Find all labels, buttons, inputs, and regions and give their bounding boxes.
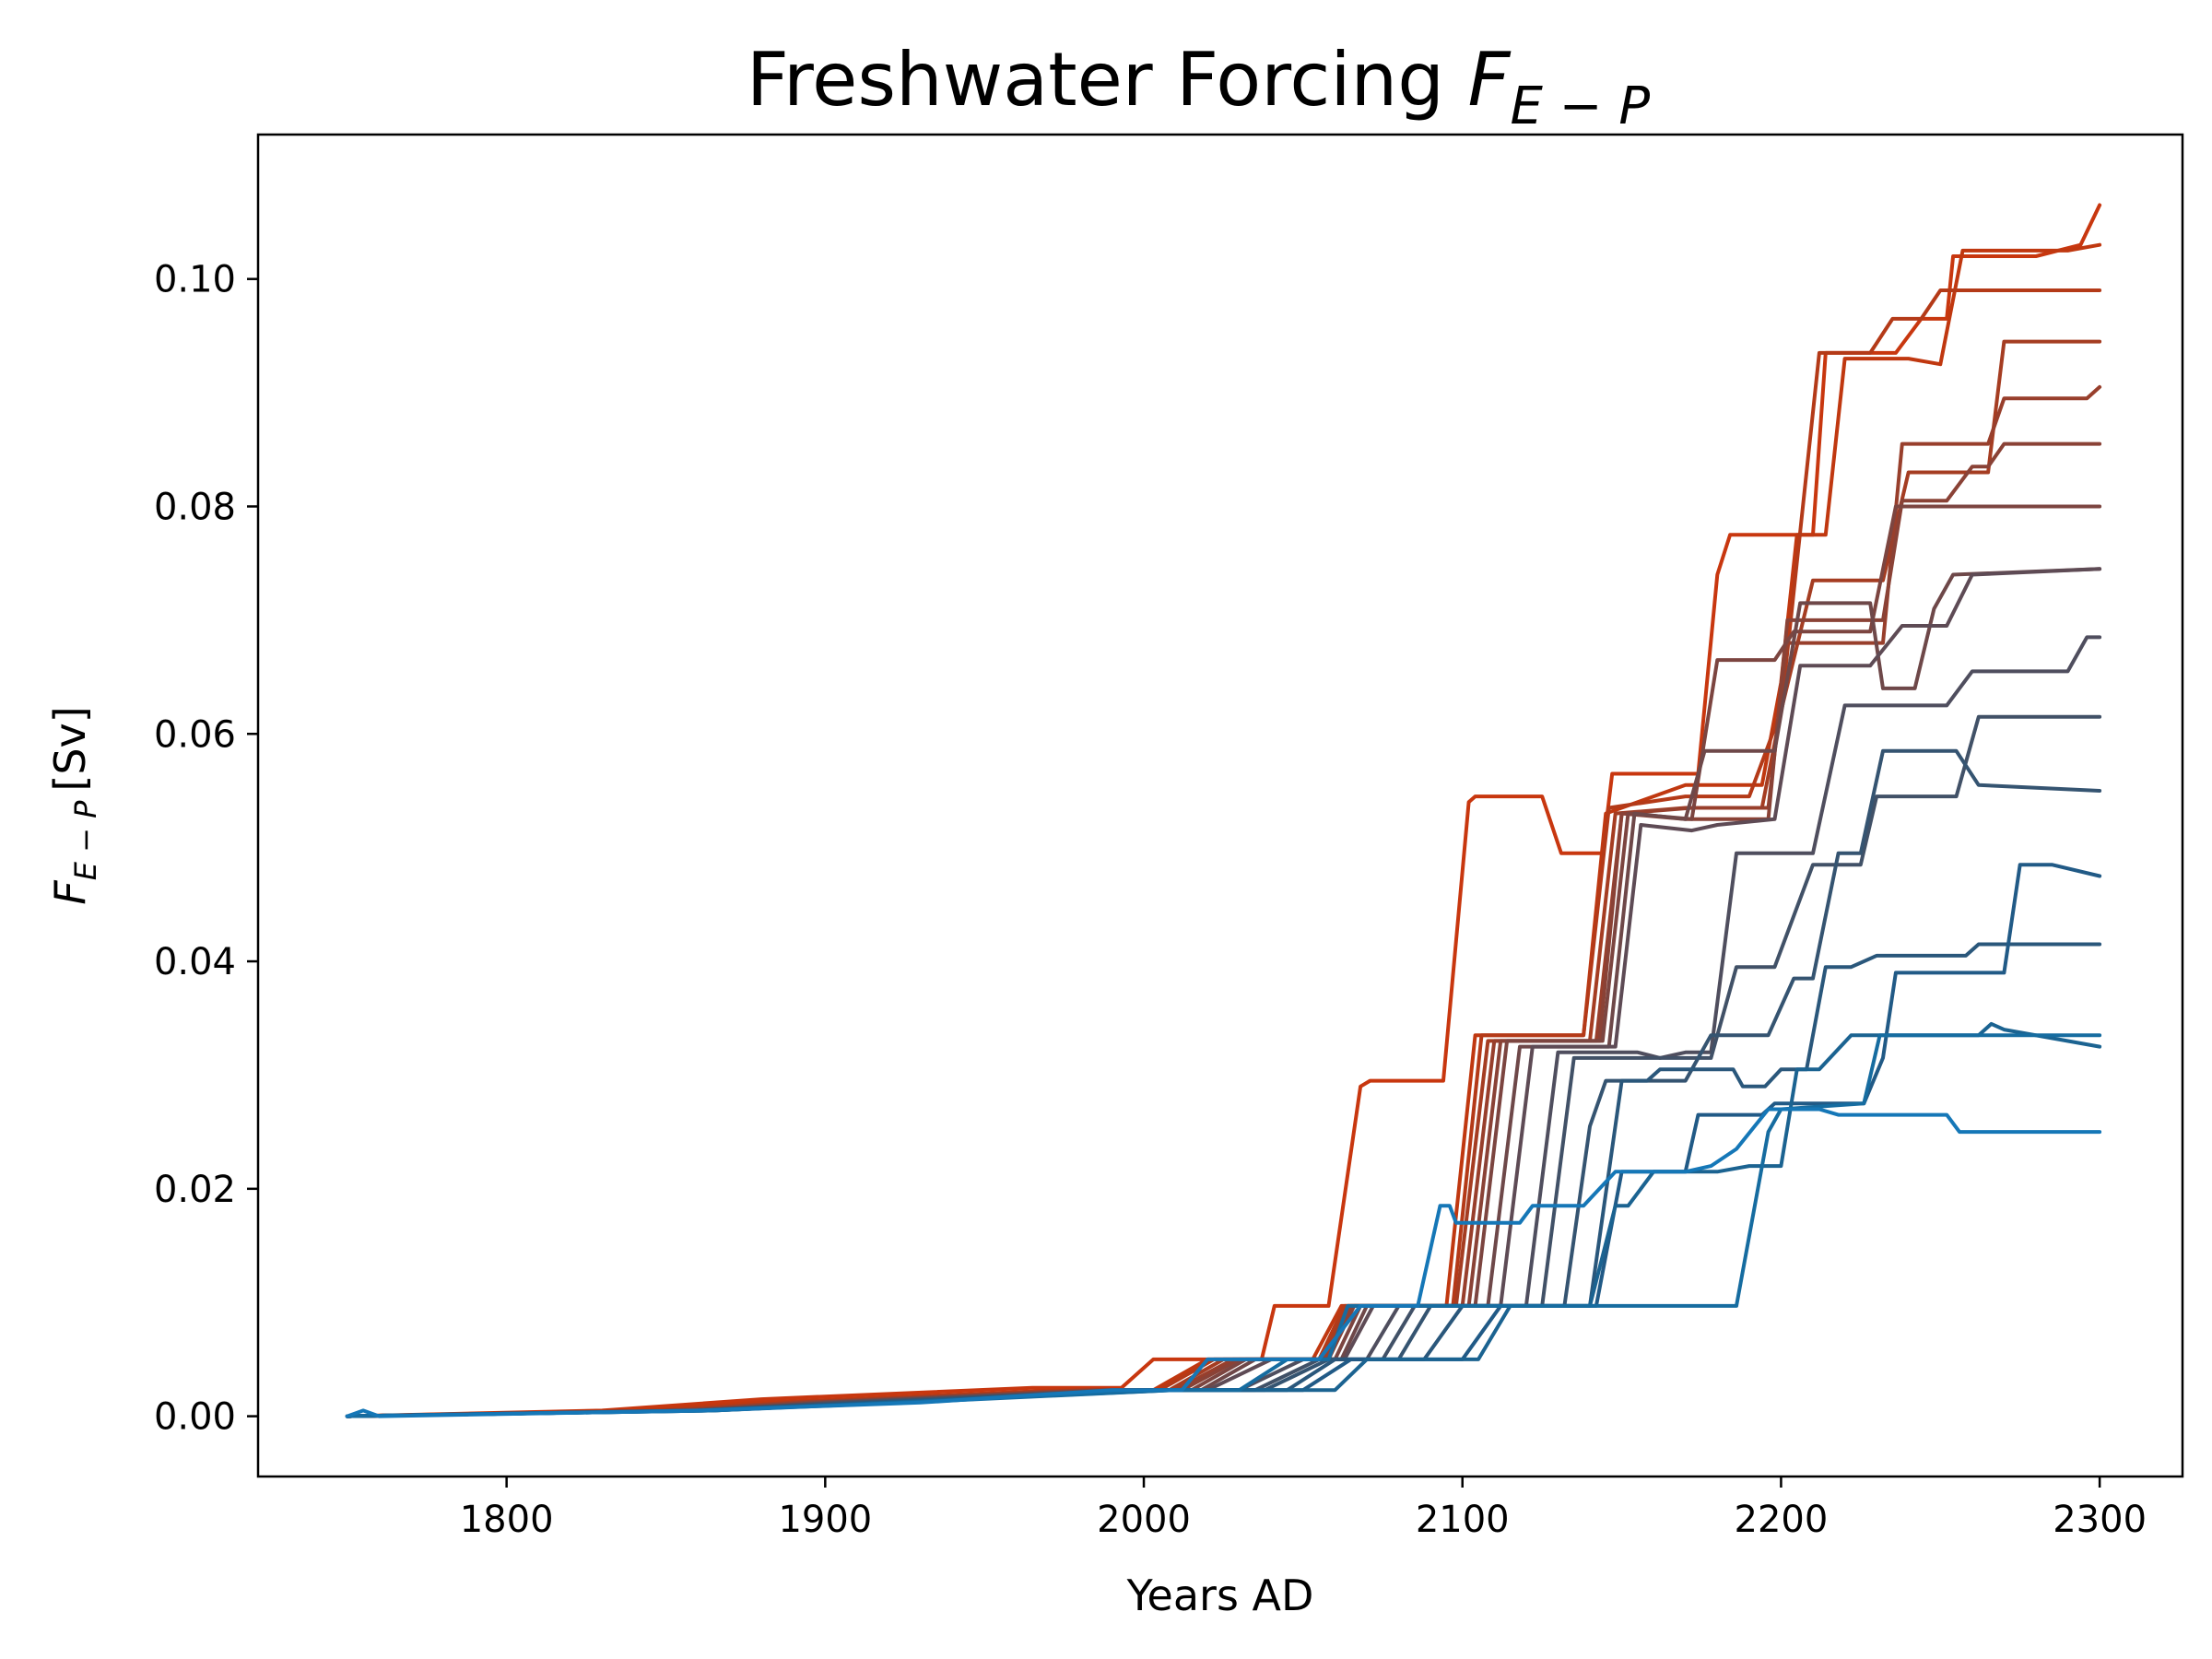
x-tick-label: 2300 bbox=[2053, 1499, 2147, 1541]
series-line-1 bbox=[345, 203, 2102, 1418]
axes-frame bbox=[256, 133, 2184, 1478]
y-axis-label-unit: [Sv] bbox=[45, 706, 95, 791]
y-tick-label: 0.04 bbox=[154, 941, 236, 983]
y-axis-label: FE − P [Sv] bbox=[45, 706, 103, 904]
x-axis-label: Years AD bbox=[1126, 1571, 1314, 1620]
y-tick-label: 0.06 bbox=[154, 713, 236, 756]
plot-area bbox=[345, 203, 2102, 1418]
x-tick-label: 2200 bbox=[1735, 1499, 1829, 1541]
chart-title: Freshwater Forcing FE − P bbox=[747, 37, 1651, 136]
y-tick-label: 0.10 bbox=[154, 259, 236, 301]
y-tick-label: 0.02 bbox=[154, 1169, 236, 1211]
y-axis: 0.00 0.02 0.04 0.06 0.08 0.10 bbox=[154, 259, 258, 1439]
x-tick-label: 2100 bbox=[1416, 1499, 1510, 1541]
y-tick-label: 0.08 bbox=[154, 486, 236, 528]
y-axis-label-math-sub: E − P bbox=[68, 800, 103, 880]
series-line-17 bbox=[345, 1107, 2102, 1418]
y-tick-label: 0.00 bbox=[154, 1396, 236, 1439]
x-tick-label: 1800 bbox=[460, 1499, 554, 1541]
chart-title-text: Freshwater Forcing bbox=[747, 37, 1444, 123]
x-tick-label: 2000 bbox=[1097, 1499, 1191, 1541]
chart-title-math: F bbox=[1467, 37, 1511, 123]
x-axis: 1800 1900 2000 2100 2200 2300 bbox=[460, 1477, 2147, 1541]
x-tick-label: 1900 bbox=[778, 1499, 872, 1541]
chart-title-math-sub: E − P bbox=[1511, 76, 1651, 136]
y-axis-label-math: F bbox=[45, 880, 95, 905]
